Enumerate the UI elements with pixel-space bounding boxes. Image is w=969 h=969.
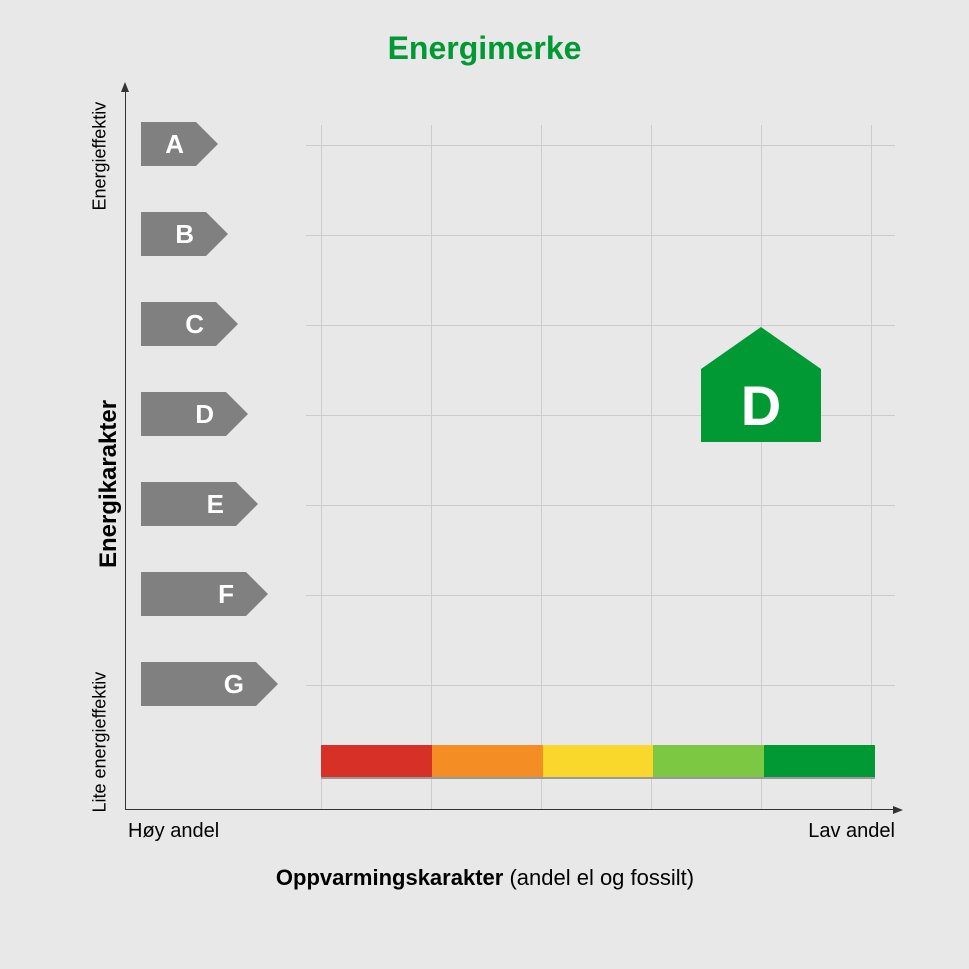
house-body: D xyxy=(701,369,821,442)
marker-letter: D xyxy=(741,373,781,438)
x-axis-label-rest: (andel el og fossilt) xyxy=(503,865,694,890)
heating-color-scale xyxy=(321,745,875,779)
grid-line-vertical xyxy=(651,125,652,809)
grid-line-vertical xyxy=(321,125,322,809)
house-roof-icon xyxy=(701,327,821,369)
arrow-tip-icon xyxy=(196,122,218,166)
grid-line-vertical xyxy=(541,125,542,809)
grid-line-horizontal xyxy=(306,325,895,326)
color-scale-segment xyxy=(432,745,543,777)
x-axis-left-label: Høy andel xyxy=(128,820,219,843)
plot-area: A B C D E F G D xyxy=(125,90,895,810)
arrow-tip-icon xyxy=(236,482,258,526)
grid-line-vertical xyxy=(871,125,872,809)
chart-title: Energimerke xyxy=(0,0,969,67)
chart-container: Energikarakter Energieffektiv Lite energ… xyxy=(60,90,910,880)
color-scale-segment xyxy=(321,745,432,777)
grade-arrow-g: G xyxy=(141,662,278,706)
arrow-tip-icon xyxy=(226,392,248,436)
color-scale-segment xyxy=(764,745,875,777)
color-scale-segment xyxy=(543,745,654,777)
grade-arrow-a: A xyxy=(141,122,218,166)
energy-rating-marker: D xyxy=(701,327,821,442)
arrow-tip-icon xyxy=(216,302,238,346)
x-axis-label-bold: Oppvarmingskarakter xyxy=(276,865,503,890)
y-axis-top-label: Energieffektiv xyxy=(90,102,111,211)
grade-arrow-f: F xyxy=(141,572,268,616)
grade-label: D xyxy=(141,392,226,436)
grade-arrow-b: B xyxy=(141,212,228,256)
grid-line-horizontal xyxy=(306,505,895,506)
arrow-tip-icon xyxy=(256,662,278,706)
grid-line-vertical xyxy=(431,125,432,809)
grade-arrow-e: E xyxy=(141,482,258,526)
grade-arrow-d: D xyxy=(141,392,248,436)
arrow-tip-icon xyxy=(246,572,268,616)
grid-line-horizontal xyxy=(306,235,895,236)
arrow-tip-icon xyxy=(206,212,228,256)
color-scale-segment xyxy=(653,745,764,777)
grid-line-horizontal xyxy=(306,685,895,686)
grid-line-vertical xyxy=(761,125,762,809)
grade-label: C xyxy=(141,302,216,346)
grade-label: G xyxy=(141,662,256,706)
x-axis-main-label: Oppvarmingskarakter (andel el og fossilt… xyxy=(60,865,910,891)
grade-label: B xyxy=(141,212,206,256)
y-axis-main-label: Energikarakter xyxy=(95,400,123,568)
grade-arrow-c: C xyxy=(141,302,238,346)
grid-line-horizontal xyxy=(306,145,895,146)
y-axis-bottom-label: Lite energieffektiv xyxy=(90,672,111,813)
grade-label: F xyxy=(141,572,246,616)
x-axis-right-label: Lav andel xyxy=(808,820,895,843)
grade-label: E xyxy=(141,482,236,526)
grid-line-horizontal xyxy=(306,595,895,596)
grade-label: A xyxy=(141,122,196,166)
